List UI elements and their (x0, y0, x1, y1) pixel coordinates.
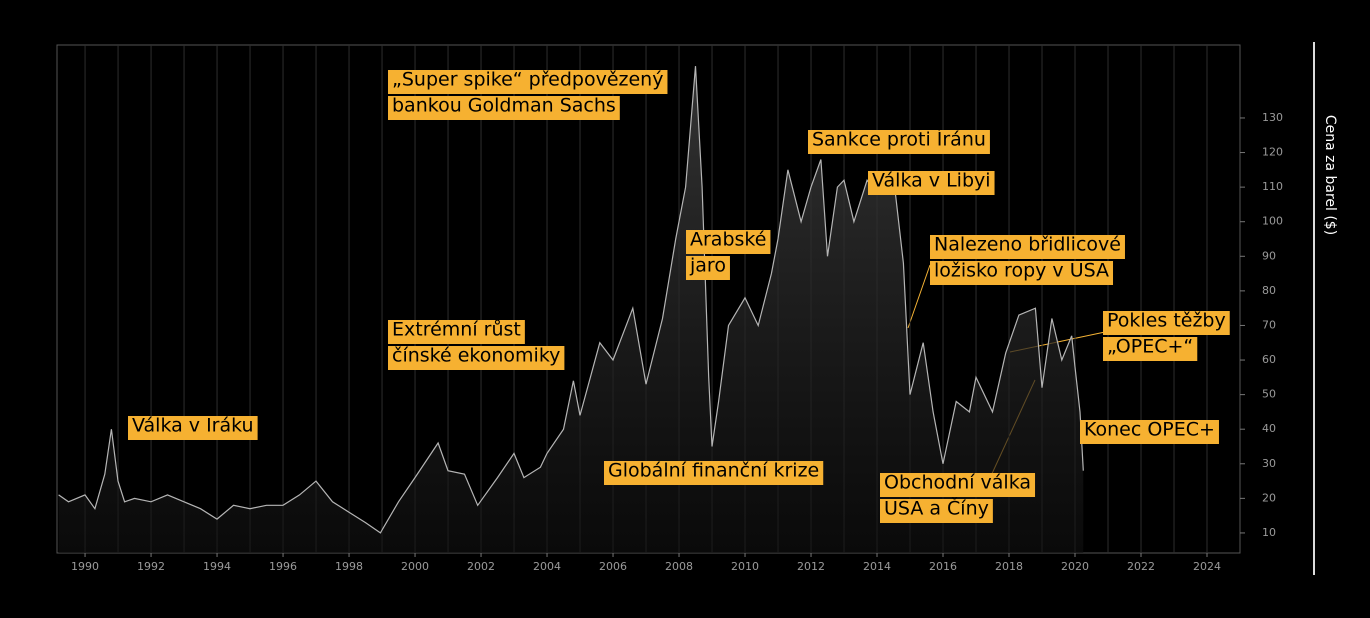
annotation-box (930, 235, 1125, 259)
annotation-box (604, 461, 824, 485)
annotation-text: „OPEC+“ (1107, 336, 1193, 358)
annotation-text: Válka v Iráku (132, 415, 254, 437)
annotation-text: čínské ekonomiky (392, 345, 560, 367)
price-line (58, 66, 1084, 534)
y-tick-label: 50 (1262, 388, 1276, 401)
annotation-text: „Super spike“ předpovězený (392, 69, 663, 91)
annotation-box (808, 130, 990, 154)
x-tick-label: 2002 (467, 560, 495, 573)
annotation-box (388, 96, 620, 120)
x-tick-label: 2006 (599, 560, 627, 573)
annotation-text: bankou Goldman Sachs (392, 95, 616, 117)
x-tick-label: 1998 (335, 560, 363, 573)
y-tick-label: 40 (1262, 422, 1276, 435)
annotation-box (880, 499, 993, 523)
annotation: Sankce proti Íránu (808, 128, 990, 154)
annotation-box (388, 320, 525, 344)
x-tick-label: 2022 (1127, 560, 1155, 573)
annotation-text: USA a Číny (884, 496, 989, 520)
annotation-box (686, 230, 771, 254)
annotation: Arabské jaro (686, 229, 771, 280)
annotation: Extrémní růst čínské ekonomiky (388, 319, 565, 370)
y-tick-label: 100 (1262, 215, 1283, 228)
annotation-text: Pokles těžby (1107, 310, 1226, 332)
annotation-box (388, 346, 565, 370)
x-tick-label: 2004 (533, 560, 561, 573)
y-tick-label: 30 (1262, 457, 1276, 470)
x-tick-label: 1994 (203, 560, 231, 573)
annotation-text: Konec OPEC+ (1084, 419, 1215, 441)
annotation-box (128, 416, 258, 440)
annotation-box (388, 70, 668, 94)
x-tick-label: 2014 (863, 560, 891, 573)
x-tick-label: 2008 (665, 560, 693, 573)
x-tick-label: 2010 (731, 560, 759, 573)
y-tick-label: 130 (1262, 111, 1283, 124)
annotation-box (686, 256, 730, 280)
annotation-text: ložisko ropy v USA (934, 260, 1109, 282)
annotation-text: jaro (689, 255, 726, 277)
annotation: Válka v Libyi (868, 170, 995, 195)
y-tick-label: 80 (1262, 284, 1276, 297)
y-tick-label: 20 (1262, 491, 1276, 504)
annotation-box (868, 171, 995, 195)
annotation-text: Globální finanční krize (608, 460, 819, 482)
x-tick-label: 2024 (1193, 560, 1221, 573)
annotation-text: Sankce proti Íránu (812, 128, 986, 151)
x-tick-label: 2020 (1061, 560, 1089, 573)
annotation-text: Nalezeno břidlicové (934, 234, 1121, 256)
x-tick-label: 2012 (797, 560, 825, 573)
annotation: Pokles těžby „OPEC+“ (1103, 310, 1230, 361)
annotation-box (1103, 337, 1198, 361)
annotation: „Super spike“ předpovězený bankou Goldman… (388, 69, 668, 120)
x-tick-label: 2016 (929, 560, 957, 573)
y-tick-label: 110 (1262, 180, 1283, 193)
annotation-text: Extrémní růst (392, 319, 521, 341)
annotation-box (880, 473, 1036, 497)
area (58, 66, 1084, 553)
y-tick-label: 10 (1262, 526, 1276, 539)
annotation-text: Obchodní válka (884, 472, 1031, 494)
x-tick-label: 1992 (137, 560, 165, 573)
x-tick-label: 1996 (269, 560, 297, 573)
annotation-text: Arabské (690, 229, 766, 251)
annotation-box (1103, 311, 1230, 335)
annotation: Nalezeno břidlicové ložisko ropy v USA (930, 234, 1125, 285)
annotation-box (1080, 420, 1219, 444)
annotation-text: Válka v Libyi (872, 170, 991, 192)
y-axis-label: Cena za barel ($) (1322, 115, 1338, 235)
y-tick-label: 120 (1262, 146, 1283, 159)
x-tick-label: 2000 (401, 560, 429, 573)
y-tick-label: 70 (1262, 318, 1276, 331)
annotation: Globální finanční krize (604, 460, 824, 485)
x-tick-label: 1990 (71, 560, 99, 573)
annotation: Válka v Iráku (128, 415, 258, 440)
x-tick-label: 2018 (995, 560, 1023, 573)
y-tick-label: 90 (1262, 249, 1276, 262)
y-tick-label: 60 (1262, 353, 1276, 366)
annotation-box (930, 261, 1114, 285)
annotation: Konec OPEC+ (1080, 419, 1219, 444)
leader-line (907, 264, 931, 329)
